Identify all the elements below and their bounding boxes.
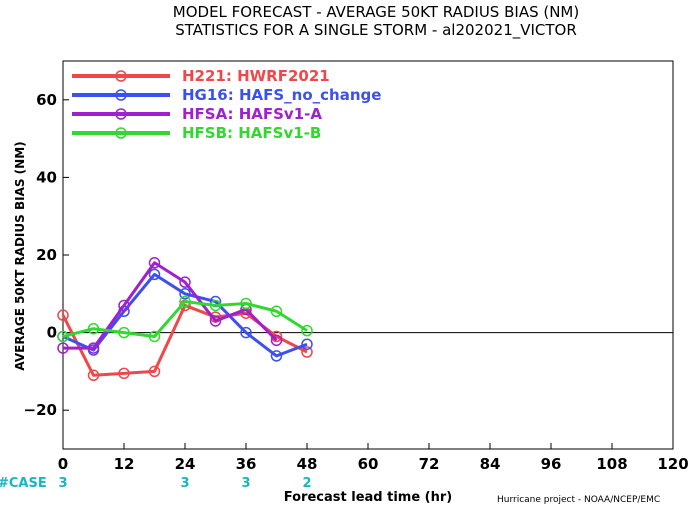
legend-label: HFSA: HAFSv1-A bbox=[182, 105, 322, 123]
series-point bbox=[270, 305, 283, 318]
y-tick-label: 0 bbox=[47, 324, 57, 342]
y-tick-label: 40 bbox=[36, 168, 57, 186]
series-point bbox=[240, 297, 252, 310]
legend-swatch-marker bbox=[115, 70, 127, 82]
legend-label: H221: HWRF2021 bbox=[182, 67, 330, 85]
series-point bbox=[57, 330, 69, 343]
series-point bbox=[57, 309, 69, 321]
series-lines bbox=[57, 257, 313, 382]
series-0 bbox=[57, 299, 313, 382]
case-count: 3 bbox=[241, 476, 250, 491]
y-tick-label: 60 bbox=[36, 91, 57, 109]
series-point bbox=[148, 257, 161, 269]
series-point bbox=[118, 299, 130, 312]
case-count: 2 bbox=[302, 476, 311, 491]
series-point bbox=[148, 268, 161, 281]
x-tick-label: 24 bbox=[175, 455, 196, 473]
x-tick-label: 72 bbox=[419, 455, 440, 473]
series-point bbox=[87, 342, 100, 354]
series-point bbox=[209, 315, 222, 327]
series-point bbox=[240, 326, 252, 339]
x-ticks: 0 12 24 36 48 60 72 84 96 108 120 bbox=[58, 443, 689, 473]
y-tick-label: −20 bbox=[24, 401, 57, 419]
series-point bbox=[179, 288, 191, 300]
credit-text: Hurricane project - NOAA/NCEP/EMC bbox=[497, 495, 660, 505]
series-point bbox=[148, 330, 161, 343]
series-point bbox=[148, 365, 161, 378]
x-axis-label: Forecast lead time (hr) bbox=[284, 490, 452, 505]
x-tick-label: 120 bbox=[657, 455, 688, 473]
series-2 bbox=[57, 257, 283, 354]
chart-title-line2: STATISTICS FOR A SINGLE STORM - al202021… bbox=[175, 21, 577, 40]
x-tick-label: 84 bbox=[480, 455, 501, 473]
case-count: 3 bbox=[58, 476, 67, 491]
series-point bbox=[301, 338, 313, 350]
series-point bbox=[179, 276, 191, 288]
x-tick-label: 0 bbox=[58, 455, 68, 473]
series-point bbox=[57, 342, 69, 354]
legend-swatch-marker bbox=[115, 108, 127, 120]
legend-label: HG16: HAFS_no_change bbox=[182, 86, 381, 104]
plot-frame bbox=[62, 60, 674, 450]
legend-swatch-marker bbox=[115, 89, 127, 101]
legend-swatch-marker bbox=[115, 127, 127, 139]
series-point bbox=[301, 346, 313, 358]
series-point bbox=[87, 322, 100, 335]
x-tick-label: 60 bbox=[358, 455, 379, 473]
chart-title-line1: MODEL FORECAST - AVERAGE 50KT RADIUS BIA… bbox=[173, 3, 579, 21]
y-axis-label: AVERAGE 50KT RADIUS BIAS (NM) bbox=[13, 141, 27, 370]
series-3 bbox=[57, 295, 313, 343]
series-line bbox=[62, 272, 308, 358]
series-point bbox=[270, 350, 283, 362]
legend-label: HFSB: HAFSv1-B bbox=[182, 124, 321, 142]
y-tick-label: 20 bbox=[36, 246, 57, 264]
series-point bbox=[118, 367, 130, 380]
series-point bbox=[87, 369, 100, 382]
case-counts: 3 3 3 2 bbox=[58, 476, 311, 491]
series-line bbox=[62, 300, 308, 338]
x-tick-label: 36 bbox=[236, 455, 257, 473]
series-point bbox=[209, 299, 222, 312]
case-count: 3 bbox=[180, 476, 189, 491]
x-tick-label: 12 bbox=[114, 455, 135, 473]
series-point bbox=[118, 326, 130, 339]
y-ticks: −20 0 20 40 60 bbox=[24, 91, 69, 419]
series-point bbox=[270, 334, 283, 347]
case-label: #CASE bbox=[0, 476, 47, 491]
x-tick-label: 48 bbox=[297, 455, 318, 473]
x-tick-label: 108 bbox=[596, 455, 627, 473]
series-point bbox=[179, 295, 191, 308]
series-point bbox=[301, 324, 313, 337]
x-tick-label: 96 bbox=[541, 455, 562, 473]
